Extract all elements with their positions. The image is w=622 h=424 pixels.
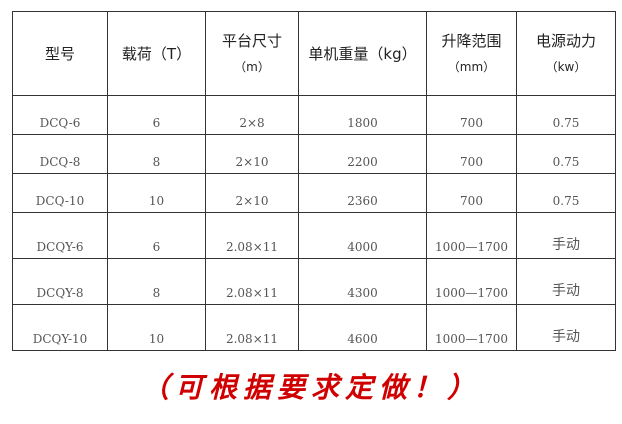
header-unit: （kw） [545,59,587,74]
table-cell: 2×8 [205,95,299,135]
table-row: DCQY-8 8 2.08×11 4300 1000—1700 手动 [12,258,616,305]
table-row: DCQ-6 6 2×8 1800 700 0.75 [12,95,616,135]
table-cell: DCQY-6 [12,212,108,259]
table-cell: DCQ-8 [12,134,108,174]
table-cell: 0.75 [516,173,616,213]
custom-order-note: （可根据要求定做！） [140,371,481,404]
table-cell: 2.08×11 [205,212,299,259]
header-platform-size: 平台尺寸 （m） [205,11,299,96]
header-power: 电源动力 （kw） [516,11,616,96]
table-cell: DCQY-10 [12,304,108,351]
header-weight: 单机重量（kg） [298,11,427,96]
table-cell: 700 [426,95,517,135]
header-lift-range: 升降范围 （mm） [426,11,517,96]
spec-table: 型号 载荷（T） 平台尺寸 （m） 单机重量（kg） 升降范围 （mm） 电源动力 （… [12,11,616,351]
table-cell: 4000 [298,212,427,259]
table-cell: 2×10 [205,134,299,174]
table-cell: 6 [107,95,206,135]
header-row: 型号 载荷（T） 平台尺寸 （m） 单机重量（kg） 升降范围 （mm） 电源动力 （… [12,11,616,96]
header-label: 电源动力 [535,31,596,50]
header-load: 载荷（T） [107,11,206,96]
table-cell: 700 [426,134,517,174]
header-model: 型号 [12,11,108,96]
table-cell: 2.08×11 [205,304,299,351]
table-cell: 2200 [298,134,427,174]
table-cell: 4600 [298,304,427,351]
header-label: 型号 [44,44,75,63]
table-cell: 手动 [516,212,616,259]
table-cell: DCQY-8 [12,258,108,305]
header-label: 载荷（T） [121,44,192,63]
table-cell: 1000—1700 [426,304,517,351]
header-unit: （m） [234,59,270,74]
table-cell: 1000—1700 [426,212,517,259]
table-cell: 6 [107,212,206,259]
table-cell: DCQ-6 [12,95,108,135]
table-cell: 10 [107,173,206,213]
table-cell: 手动 [516,258,616,305]
table-cell: 2.08×11 [205,258,299,305]
table-cell: 手动 [516,304,616,351]
header-label: 单机重量（kg） [308,44,417,63]
table-cell: 2×10 [205,173,299,213]
table-cell: 2360 [298,173,427,213]
table-row: DCQ-10 10 2×10 2360 700 0.75 [12,173,616,213]
table-row: DCQY-6 6 2.08×11 4000 1000—1700 手动 [12,212,616,259]
table-cell: 8 [107,258,206,305]
header-label: 平台尺寸 [221,31,282,50]
header-unit: （mm） [447,59,496,74]
table-cell: 4300 [298,258,427,305]
table-cell: 700 [426,173,517,213]
table-cell: 1800 [298,95,427,135]
table-row: DCQY-10 10 2.08×11 4600 1000—1700 手动 [12,304,616,351]
table-cell: 0.75 [516,95,616,135]
header-label: 升降范围 [441,31,502,50]
table-cell: DCQ-10 [12,173,108,213]
table-cell: 8 [107,134,206,174]
table-row: DCQ-8 8 2×10 2200 700 0.75 [12,134,616,174]
table-cell: 0.75 [516,134,616,174]
table-cell: 1000—1700 [426,258,517,305]
table-cell: 10 [107,304,206,351]
